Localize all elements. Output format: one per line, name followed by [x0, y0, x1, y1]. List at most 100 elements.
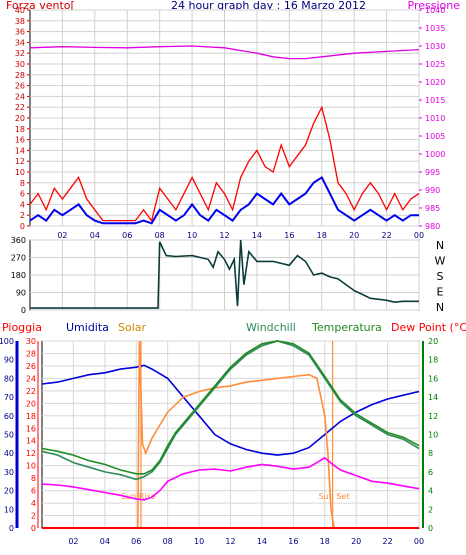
chart-title: 24 hour graph day : 16 Marzo 2012 [171, 0, 366, 12]
series-direction [30, 239, 419, 309]
x-tick-label: 02 [57, 231, 67, 240]
y-tick-label: 34 [15, 38, 25, 47]
x-tick-label: 08 [155, 231, 165, 240]
weather-multi-plot: Sun Rise Sun Set [41, 340, 420, 529]
rain-tick-label: 8 [31, 474, 36, 483]
x-tick-label: 22 [382, 537, 392, 546]
x-tick-label: 08 [163, 537, 173, 546]
y2-tick-label: 980 [425, 222, 440, 231]
y2-tick-label: 1005 [425, 132, 445, 141]
legend-umidita: Umidita [66, 321, 109, 334]
humidity-tick-label: 20 [4, 487, 14, 496]
x-tick-label: 00 [414, 537, 424, 546]
compass-label: N [436, 301, 444, 314]
series-dewpoint [41, 456, 420, 501]
y2-tick-label: 1020 [425, 78, 445, 87]
x-tick-label: 06 [122, 231, 132, 240]
temperature-tick-label: 12 [428, 412, 438, 421]
rain-tick-label: 24 [26, 374, 36, 383]
x-tick-label: 02 [68, 537, 78, 546]
y2-tick-label: 985 [425, 204, 440, 213]
wind-direction-grid [30, 239, 420, 311]
y-tick-label: 16 [15, 136, 25, 145]
y-tick-label: 18 [15, 125, 25, 134]
y-tick-label: 0 [20, 222, 25, 231]
y2-tick-label: 1040 [425, 6, 445, 15]
wind-pressure-plot [29, 45, 420, 225]
legend-dew-point: Dew Point (°C) [391, 321, 466, 334]
humidity-tick-label: 0 [9, 524, 14, 533]
rain-tick-label: 18 [26, 412, 36, 421]
legend-temperatura: Temperatura [311, 321, 382, 334]
legend-solar: Solar [118, 321, 147, 334]
humidity-tick-label: 60 [4, 412, 14, 421]
rain-tick-label: 26 [26, 362, 36, 371]
y-tick-label: 180 [11, 271, 26, 280]
y-tick-label: 2 [20, 211, 25, 220]
rain-tick-label: 6 [31, 487, 36, 496]
compass-label: W [435, 255, 446, 268]
x-tick-label: 14 [257, 537, 267, 546]
compass-label: N [436, 239, 444, 252]
y-tick-label: 20 [15, 114, 25, 123]
x-tick-label: 04 [90, 231, 100, 240]
temperature-tick-label: 16 [428, 374, 438, 383]
x-tick-label: 14 [252, 231, 262, 240]
x-tick-label: 10 [194, 537, 204, 546]
humidity-tick-label: 10 [4, 505, 14, 514]
temperature-tick-label: 18 [428, 356, 438, 365]
y-tick-label: 360 [11, 236, 26, 245]
y-tick-label: 8 [20, 179, 25, 188]
rain-tick-label: 22 [26, 387, 36, 396]
y2-tick-label: 1030 [425, 42, 445, 51]
y-tick-label: 0 [21, 306, 26, 315]
temperature-tick-label: 4 [428, 487, 433, 496]
y2-tick-label: 1025 [425, 60, 445, 69]
forza-vento-label: Forza vento[ [6, 0, 75, 12]
temperature-tick-label: 10 [428, 431, 438, 440]
rain-tick-label: 10 [26, 462, 36, 471]
humidity-tick-label: 30 [4, 468, 14, 477]
x-tick-label: 06 [131, 537, 141, 546]
y-tick-label: 38 [15, 17, 25, 26]
pressione-label: Pressione [408, 0, 461, 12]
rain-tick-label: 20 [26, 399, 36, 408]
humidity-tick-label: 70 [4, 393, 14, 402]
x-tick-label: 04 [100, 537, 110, 546]
y-tick-label: 26 [15, 82, 25, 91]
humidity-tick-label: 100 [0, 337, 14, 346]
weather-multi-axes: 0102030405060708090100024681012141618202… [0, 337, 438, 546]
wind-direction-plot [30, 239, 419, 309]
x-tick-label: 12 [225, 537, 235, 546]
y-tick-label: 24 [15, 92, 25, 101]
y-tick-label: 14 [15, 146, 25, 155]
rain-tick-label: 30 [26, 337, 36, 346]
legend-windchill: Windchill [246, 321, 296, 334]
series-temperatura [41, 340, 420, 475]
humidity-tick-label: 90 [4, 356, 14, 365]
temperature-tick-label: 8 [428, 449, 433, 458]
temperature-tick-label: 14 [428, 393, 438, 402]
y2-tick-label: 1010 [425, 114, 445, 123]
y-tick-label: 90 [16, 289, 26, 298]
y-tick-label: 22 [15, 103, 25, 112]
temperature-tick-label: 0 [428, 524, 433, 533]
temperature-tick-label: 6 [428, 468, 433, 477]
y-tick-label: 12 [15, 157, 25, 166]
rain-tick-label: 14 [26, 437, 36, 446]
compass-label: S [437, 270, 444, 283]
y-tick-label: 36 [15, 28, 25, 37]
x-tick-label: 16 [288, 537, 298, 546]
x-tick-label: 00 [414, 231, 424, 240]
y2-tick-label: 995 [425, 168, 440, 177]
series-windchill [41, 340, 420, 481]
y-tick-label: 10 [15, 168, 25, 177]
y-tick-label: 4 [20, 200, 25, 209]
y-tick-label: 30 [15, 60, 25, 69]
rain-tick-label: 0 [31, 524, 36, 533]
y2-tick-label: 990 [425, 186, 440, 195]
temperature-tick-label: 20 [428, 337, 438, 346]
temperature-tick-label: 2 [428, 505, 433, 514]
